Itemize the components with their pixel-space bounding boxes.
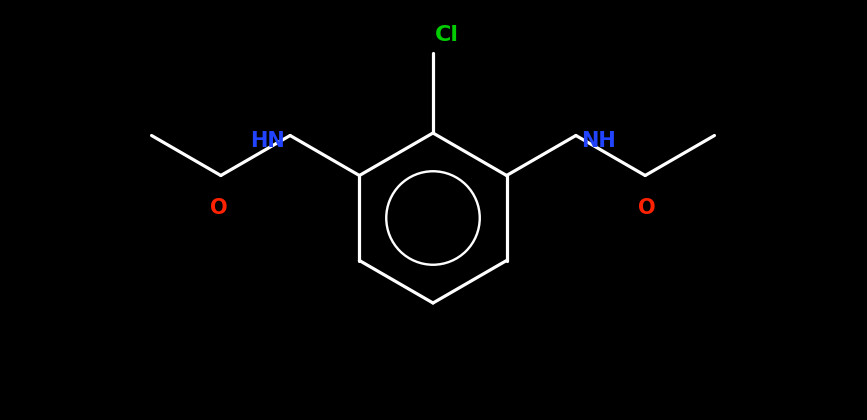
Text: O: O [210, 197, 228, 218]
Text: O: O [638, 197, 656, 218]
Text: NH: NH [581, 131, 616, 150]
Text: Cl: Cl [435, 25, 459, 45]
Text: HN: HN [251, 131, 285, 150]
